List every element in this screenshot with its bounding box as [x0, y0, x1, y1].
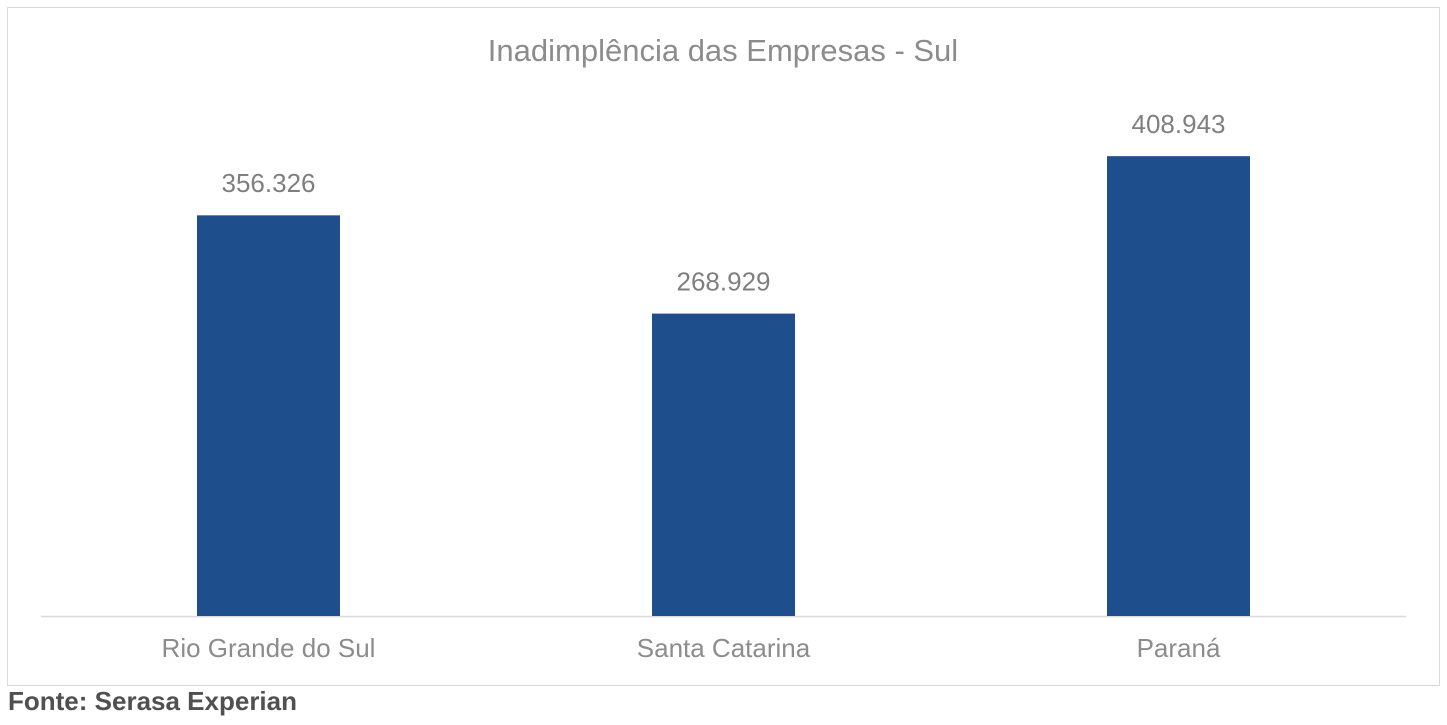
x-tick-label: Santa Catarina — [637, 633, 811, 663]
bar — [652, 313, 795, 616]
bar — [197, 215, 340, 616]
data-label: 408.943 — [1132, 109, 1226, 139]
data-label: 268.929 — [677, 266, 771, 296]
data-label: 356.326 — [222, 168, 316, 198]
bar — [1107, 156, 1250, 616]
x-tick-label: Rio Grande do Sul — [162, 633, 376, 663]
source-note: Fonte: Serasa Experian — [8, 686, 297, 716]
x-tick-label: Paraná — [1137, 633, 1221, 663]
chart-title: Inadimplência das Empresas - Sul — [488, 33, 958, 68]
